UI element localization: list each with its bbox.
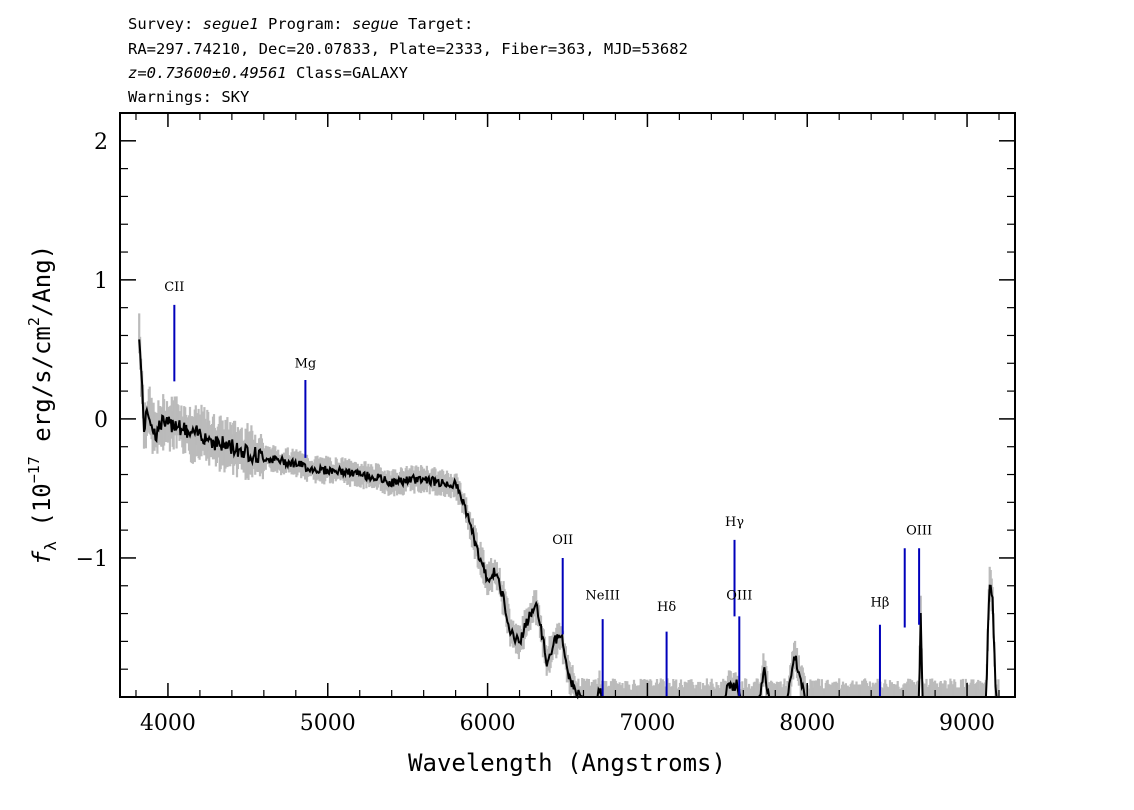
x-tick-label: 4000 (140, 711, 196, 736)
plot-area: CII Mg OII NeIII Hδ Hγ OIII Hβ OIII (138, 280, 1000, 700)
emission-line-label: CII (164, 280, 184, 295)
emission-line-label: OII (552, 533, 573, 548)
x-axis-label: Wavelength (Angstroms) (408, 749, 726, 777)
ticks-layer: 4000 5000 6000 7000 8000 9000 2 1 0 −1 (76, 112, 1015, 736)
emission-line-label: OIII (726, 589, 752, 604)
y-axis-label: fλ (10−17 erg/s/cm2/Ang) (25, 245, 60, 565)
header-line-4: Warnings: SKY (128, 88, 250, 106)
header-line-3: z=0.73600±0.49561 Class=GALAXY (128, 64, 409, 82)
x-tick-label: 8000 (779, 711, 835, 736)
y-tick-label: −1 (76, 547, 108, 572)
x-tick-label: 5000 (300, 711, 356, 736)
plot-frame (119, 112, 1016, 698)
emission-line-label: OIII (906, 523, 932, 538)
emission-line-label: Mg (295, 356, 317, 371)
y-tick-label: 1 (94, 269, 108, 294)
header-line-2: RA=297.74210, Dec=20.07833, Plate=2333, … (128, 40, 688, 58)
noise-layer (138, 313, 1000, 697)
emission-lines-layer: CII Mg OII NeIII Hδ Hγ OIII Hβ OIII (164, 280, 932, 697)
header-line-1: Survey: segue1 Program: segue Target: (128, 15, 473, 33)
x-tick-label: 9000 (939, 711, 995, 736)
x-tick-label: 7000 (619, 711, 675, 736)
flux-series-line (138, 339, 999, 700)
x-tick-label: 6000 (460, 711, 516, 736)
y-tick-label: 0 (94, 408, 108, 433)
emission-line-label: Hδ (657, 600, 676, 615)
emission-line-label: Hγ (725, 515, 744, 530)
emission-line-label: NeIII (585, 589, 619, 604)
y-tick-label: 2 (94, 130, 108, 155)
emission-line-label: Hβ (871, 596, 890, 611)
